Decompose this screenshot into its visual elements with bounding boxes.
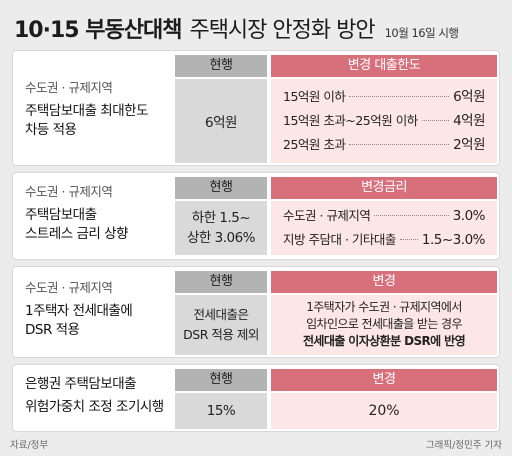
change-column: 변경금리 수도권 · 규제지역 3.0% 지방 주담대 · 기타대출 1.5~3…	[271, 177, 497, 255]
change-header: 변경금리	[271, 177, 497, 199]
desc-line-2: 스트레스 금리 상향	[25, 226, 128, 242]
title-bold: 10·15 부동산대책	[14, 18, 182, 43]
footer: 자료/정부 그래픽/정민주 기자	[10, 437, 502, 451]
change-line-1: 1주택자가 수도권 · 규제지역에서	[306, 300, 462, 314]
change-column: 변경 1주택자가 수도권 · 규제지역에서 임차인으로 전세대출을 받는 경우 …	[271, 271, 497, 355]
change-body: 15억원 이하 6억원 15억원 초과~25억원 이하 4억원 25억원 초과 …	[271, 79, 497, 163]
desc-line-1: 주택담보대출	[25, 207, 97, 223]
change-body: 수도권 · 규제지역 3.0% 지방 주담대 · 기타대출 1.5~3.0%	[271, 201, 497, 255]
page-title: 10·15 부동산대책 주택시장 안정화 방안 10월 16일 시행	[14, 12, 502, 46]
change-body: 20%	[271, 393, 497, 429]
row-value: 6억원	[453, 89, 485, 105]
dot-leader	[349, 144, 450, 145]
dot-leader	[374, 215, 449, 216]
loan-limit-card: 수도권 · 규제지역 주택담보대출 최대한도 차등 적용 현행 6억원 변경 대…	[12, 50, 500, 166]
current-header: 현행	[175, 271, 267, 293]
desc-line-1: 은행권 주택담보대출	[25, 376, 137, 392]
rate-row: 수도권 · 규제지역 3.0%	[283, 204, 486, 228]
current-value-text: 6억원	[205, 115, 237, 131]
desc-line-2: 위험가중치 조정 조기시행	[25, 399, 164, 415]
row-label: 수도권 · 규제지역	[283, 208, 371, 223]
graphic-credit: 그래픽/정민주 기자	[425, 440, 502, 451]
limit-row: 15억원 초과~25억원 이하 4억원	[283, 109, 485, 133]
current-line-2: DSR 적용 제외	[183, 327, 259, 342]
risk-weight-card: 은행권 주택담보대출 위험가중치 조정 조기시행 현행 15% 변경 20%	[12, 364, 500, 432]
desc-line-1: 주택담보대출 최대한도	[25, 103, 149, 119]
change-line-2: 임차인으로 전세대출을 받는 경우	[306, 317, 462, 331]
row-value: 3.0%	[452, 208, 486, 224]
dot-leader	[349, 96, 450, 97]
change-value-text: 20%	[368, 403, 400, 419]
card-category: 수도권 · 규제지역	[25, 184, 113, 199]
current-value: 전세대출은 DSR 적용 제외	[175, 295, 267, 355]
row-label: 15억원 초과~25억원 이하	[283, 113, 418, 128]
change-column: 변경 대출한도 15억원 이하 6억원 15억원 초과~25억원 이하 4억원 …	[271, 55, 497, 163]
row-value: 1.5~3.0%	[421, 232, 486, 248]
current-value: 15%	[175, 393, 267, 429]
current-header: 현행	[175, 55, 267, 77]
limit-row: 15억원 이하 6억원	[283, 85, 485, 109]
desc-line-2: 차등 적용	[25, 122, 77, 138]
current-column: 현행 6억원	[175, 55, 267, 163]
stress-rate-card: 수도권 · 규제지역 주택담보대출 스트레스 금리 상향 현행 하한 1.5~ …	[12, 172, 500, 260]
row-value: 2억원	[453, 137, 485, 153]
title-rest: 주택시장 안정화 방안	[189, 18, 375, 43]
desc-line-1: 1주택자 전세대출에	[25, 303, 133, 319]
row-value: 4억원	[453, 113, 485, 129]
card-category: 수도권 · 규제지역	[25, 280, 113, 295]
effective-date: 10월 16일 시행	[384, 26, 459, 40]
current-column: 현행 하한 1.5~ 상한 3.06%	[175, 177, 267, 255]
dot-leader	[399, 239, 418, 240]
change-column: 변경 20%	[271, 369, 497, 429]
current-value-text: 15%	[206, 403, 236, 419]
current-line-1: 하한 1.5~	[191, 210, 251, 226]
current-header: 현행	[175, 177, 267, 199]
card-description: 수도권 · 규제지역 주택담보대출 최대한도 차등 적용	[25, 77, 180, 140]
row-label: 지방 주담대 · 기타대출	[283, 232, 396, 247]
change-line-3: 전세대출 이자상환분 DSR에 반영	[302, 334, 466, 348]
change-header: 변경 대출한도	[271, 55, 497, 77]
card-description: 은행권 주택담보대출 위험가중치 조정 조기시행	[25, 375, 180, 417]
current-line-2: 상한 3.06%	[186, 230, 256, 246]
row-label: 25억원 초과	[283, 137, 346, 152]
card-description: 수도권 · 규제지역 1주택자 전세대출에 DSR 적용	[25, 277, 180, 340]
dot-leader	[421, 120, 450, 121]
current-column: 현행 15%	[175, 369, 267, 429]
dsr-card: 수도권 · 규제지역 1주택자 전세대출에 DSR 적용 현행 전세대출은 DS…	[12, 266, 500, 358]
change-header: 변경	[271, 369, 497, 391]
rate-row: 지방 주담대 · 기타대출 1.5~3.0%	[283, 228, 486, 252]
source-credit: 자료/정부	[10, 440, 49, 451]
current-value: 하한 1.5~ 상한 3.06%	[175, 201, 267, 255]
current-value: 6억원	[175, 79, 267, 163]
current-header: 현행	[175, 369, 267, 391]
card-description: 수도권 · 규제지역 주택담보대출 스트레스 금리 상향	[25, 181, 180, 244]
row-label: 15억원 이하	[283, 89, 346, 104]
current-column: 현행 전세대출은 DSR 적용 제외	[175, 271, 267, 355]
change-header: 변경	[271, 271, 497, 293]
current-line-1: 전세대출은	[193, 307, 249, 322]
desc-line-2: DSR 적용	[25, 322, 80, 338]
change-body: 1주택자가 수도권 · 규제지역에서 임차인으로 전세대출을 받는 경우 전세대…	[271, 295, 497, 355]
limit-row: 25억원 초과 2억원	[283, 133, 485, 157]
card-category: 수도권 · 규제지역	[25, 80, 113, 95]
